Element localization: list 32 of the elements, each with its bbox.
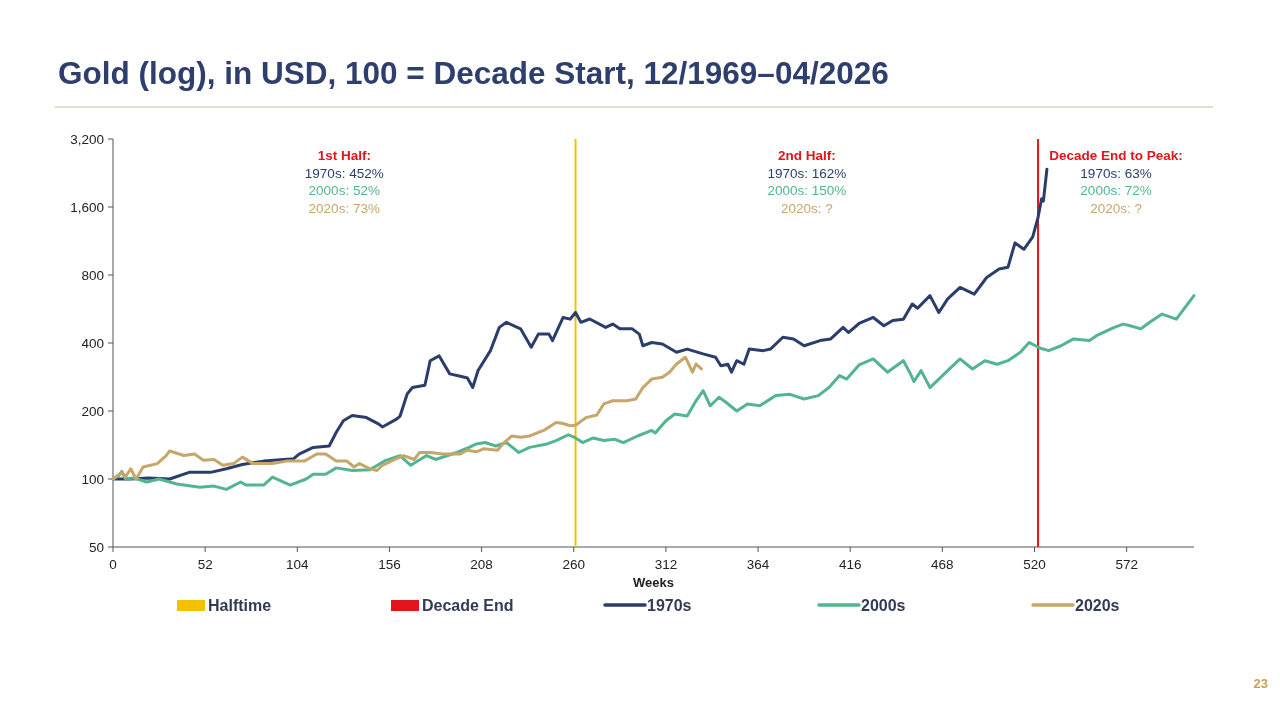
y-tick-label: 50: [88, 539, 104, 555]
x-tick-label: 520: [1023, 557, 1046, 572]
chart-title: Gold (log), in USD, 100 = Decade Start, 12/1969–04/2026: [58, 55, 889, 91]
x-tick-label: 572: [1115, 557, 1138, 572]
y-tick-label: 100: [81, 471, 104, 487]
x-tick-label: 52: [197, 557, 213, 572]
y-tick-label: 200: [81, 403, 104, 419]
legend-label: Decade End: [422, 597, 514, 614]
y-tick-label: 800: [81, 267, 104, 283]
y-tick-label: 3,200: [70, 131, 104, 147]
line-series: [111, 355, 703, 481]
text: 23: [1253, 676, 1268, 691]
x-axis-title: Weeks: [633, 575, 674, 590]
annotation: 2nd Half: 1970s: 162% 2000s: 150% 2020s: ?: [767, 148, 847, 216]
y-tick-label: 400: [81, 335, 104, 351]
annotation: 1st Half: 1970s: 452% 2000s: 52% 2020s: 73%: [304, 148, 384, 216]
y-tick-label: 1,600: [70, 199, 104, 215]
x-tick-label: 260: [562, 557, 586, 572]
x-tick-label: 0: [109, 557, 117, 572]
legend-label: Halftime: [208, 597, 272, 614]
x-tick-label: 156: [378, 557, 401, 572]
line-series: [111, 167, 1049, 481]
x-tick-label: 104: [286, 557, 310, 572]
annotation: Decade End to Peak: 1970s: 63% 2000s: 72% 2020s: ?: [1049, 148, 1183, 216]
x-tick-label: 364: [746, 557, 770, 572]
legend-label: 1970s: [647, 597, 692, 614]
legend-label: 2000s: [861, 597, 906, 614]
legend-label: 2020s: [1075, 597, 1120, 614]
x-tick-label: 312: [654, 557, 678, 572]
x-tick-label: 468: [931, 557, 954, 572]
x-tick-label: 208: [470, 557, 493, 572]
x-tick-label: 416: [838, 557, 862, 572]
